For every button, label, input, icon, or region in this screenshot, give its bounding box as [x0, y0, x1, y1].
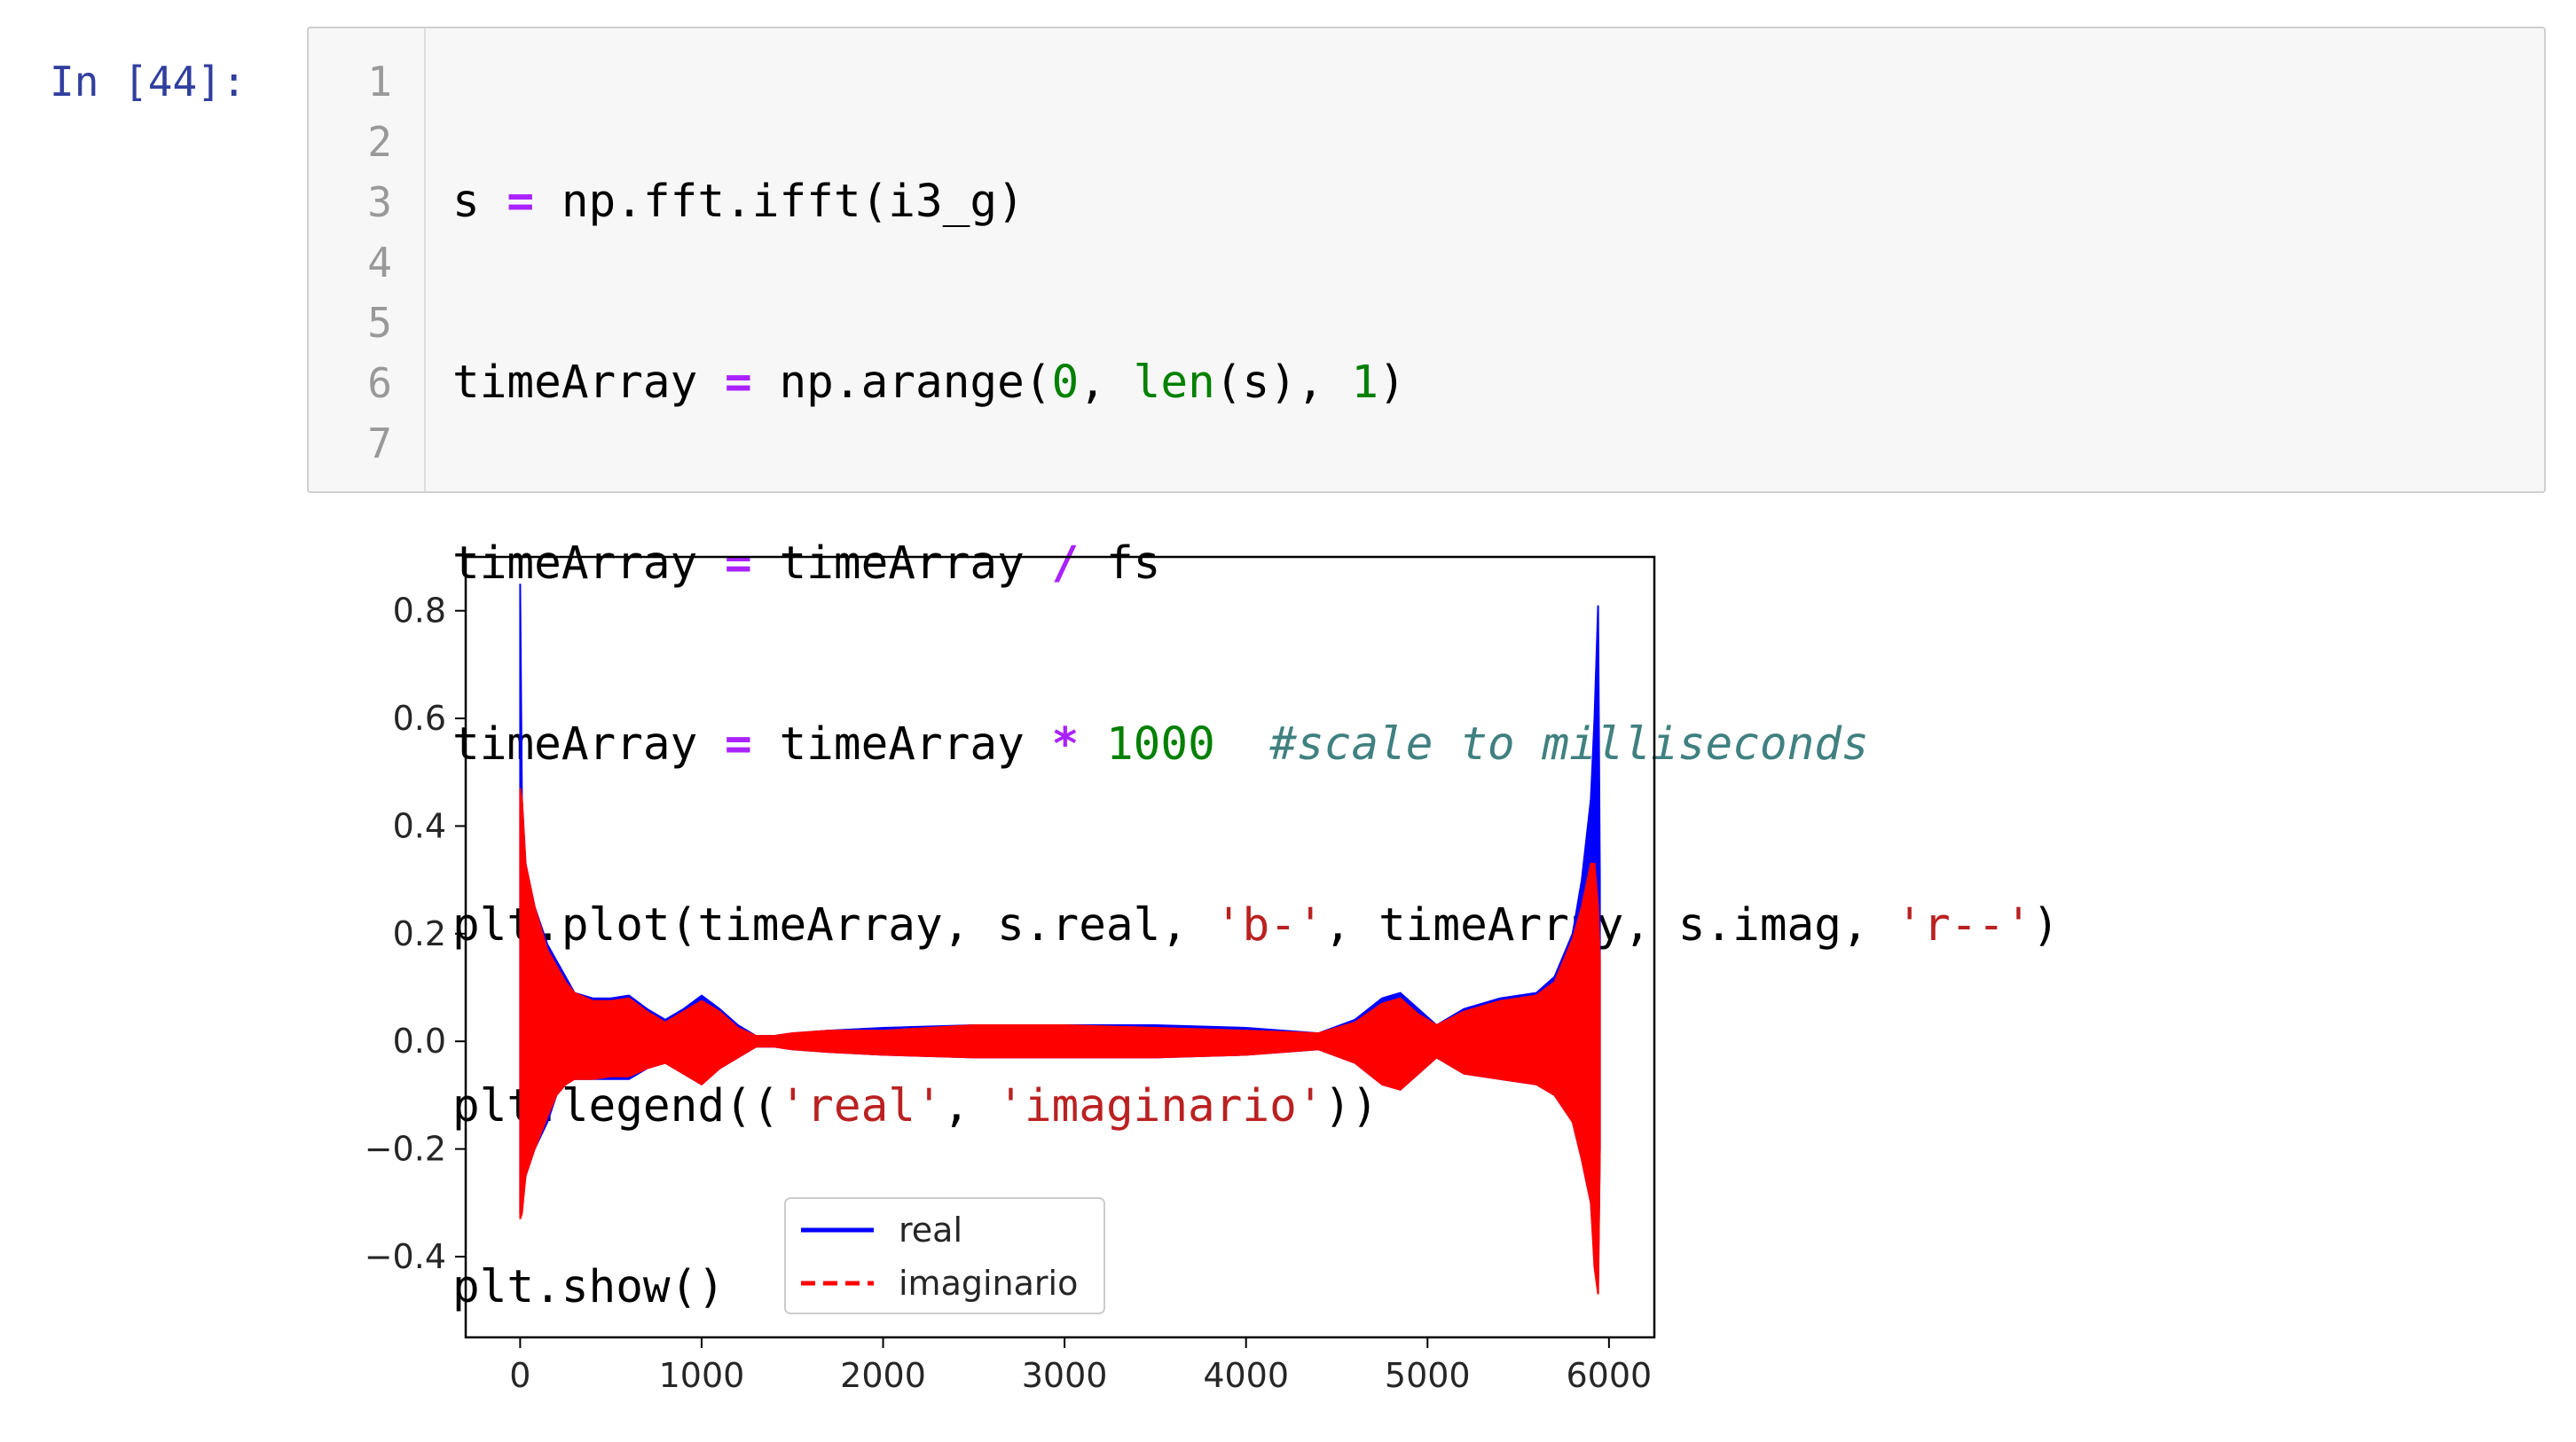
y-tick-label: 0.2	[393, 914, 446, 953]
line-number: 6	[367, 359, 392, 407]
line-number-gutter: 1 2 3 4 5 6 7	[309, 28, 426, 491]
x-tick-label: 0	[509, 1356, 530, 1395]
line-number: 7	[367, 419, 392, 467]
code-line: plt.legend(('real', 'imaginario'))	[452, 1080, 1379, 1132]
code-line: timeArray = timeArray / fs	[452, 537, 1161, 590]
series-real-envelope	[519, 584, 1601, 1284]
series-layer	[519, 584, 1601, 1295]
legend-label: real	[899, 1211, 962, 1250]
line-number: 3	[367, 178, 392, 226]
x-tick-label: 4000	[1203, 1356, 1289, 1395]
x-tick-label: 3000	[1022, 1356, 1108, 1395]
line-number: 5	[367, 299, 392, 347]
code-line: s = np.fft.ifft(i3_g)	[452, 176, 1025, 228]
line-number: 2	[367, 118, 392, 166]
code-cell[interactable]: 1 2 3 4 5 6 7 s = np.fft.ifft(i3_g) time…	[307, 27, 2546, 1313]
x-tick-label: 2000	[840, 1356, 926, 1395]
axes-frame	[464, 555, 1656, 1339]
line-number: 4	[367, 239, 392, 286]
x-tick-label: 6000	[1566, 1356, 1652, 1395]
y-axis: −0.4 −0.2 0.0 0.2 0.4 0.6 0.8	[365, 592, 466, 1276]
input-prompt: In [44]:	[50, 58, 247, 106]
x-tick-label: 5000	[1385, 1356, 1471, 1395]
legend: real imaginario	[784, 1197, 1105, 1314]
y-tick-label: 0.0	[393, 1022, 446, 1061]
legend-label: imaginario	[899, 1264, 1078, 1303]
y-tick-label: −0.2	[365, 1130, 446, 1169]
y-tick-label: 0.4	[393, 806, 446, 845]
line-chart: 0 1000 2000 3000 4000 5000 6000 −0.4 −0.2 0.0 0.2…	[365, 555, 1656, 1395]
x-tick-label: 1000	[659, 1356, 745, 1395]
y-tick-label: 0.8	[393, 592, 446, 631]
code-editor[interactable]: s = np.fft.ifft(i3_g) timeArray = np.ara…	[452, 51, 2060, 1438]
line-number: 1	[367, 58, 392, 106]
code-line: plt.plot(timeArray, s.real, 'b-', timeAr…	[452, 899, 2060, 952]
series-imaginario-envelope	[519, 788, 1601, 1295]
legend-box	[784, 1197, 1105, 1314]
x-axis: 0 1000 2000 3000 4000 5000 6000	[509, 1337, 1652, 1395]
code-line: timeArray = np.arange(0, len(s), 1)	[452, 357, 1406, 409]
y-tick-label: −0.4	[365, 1237, 446, 1276]
y-tick-label: 0.6	[393, 699, 446, 738]
code-line: plt.show()	[452, 1261, 726, 1313]
output-plot: 0 1000 2000 3000 4000 5000 6000 −0.4 −0.2 0.0 0.2…	[337, 537, 1685, 1424]
